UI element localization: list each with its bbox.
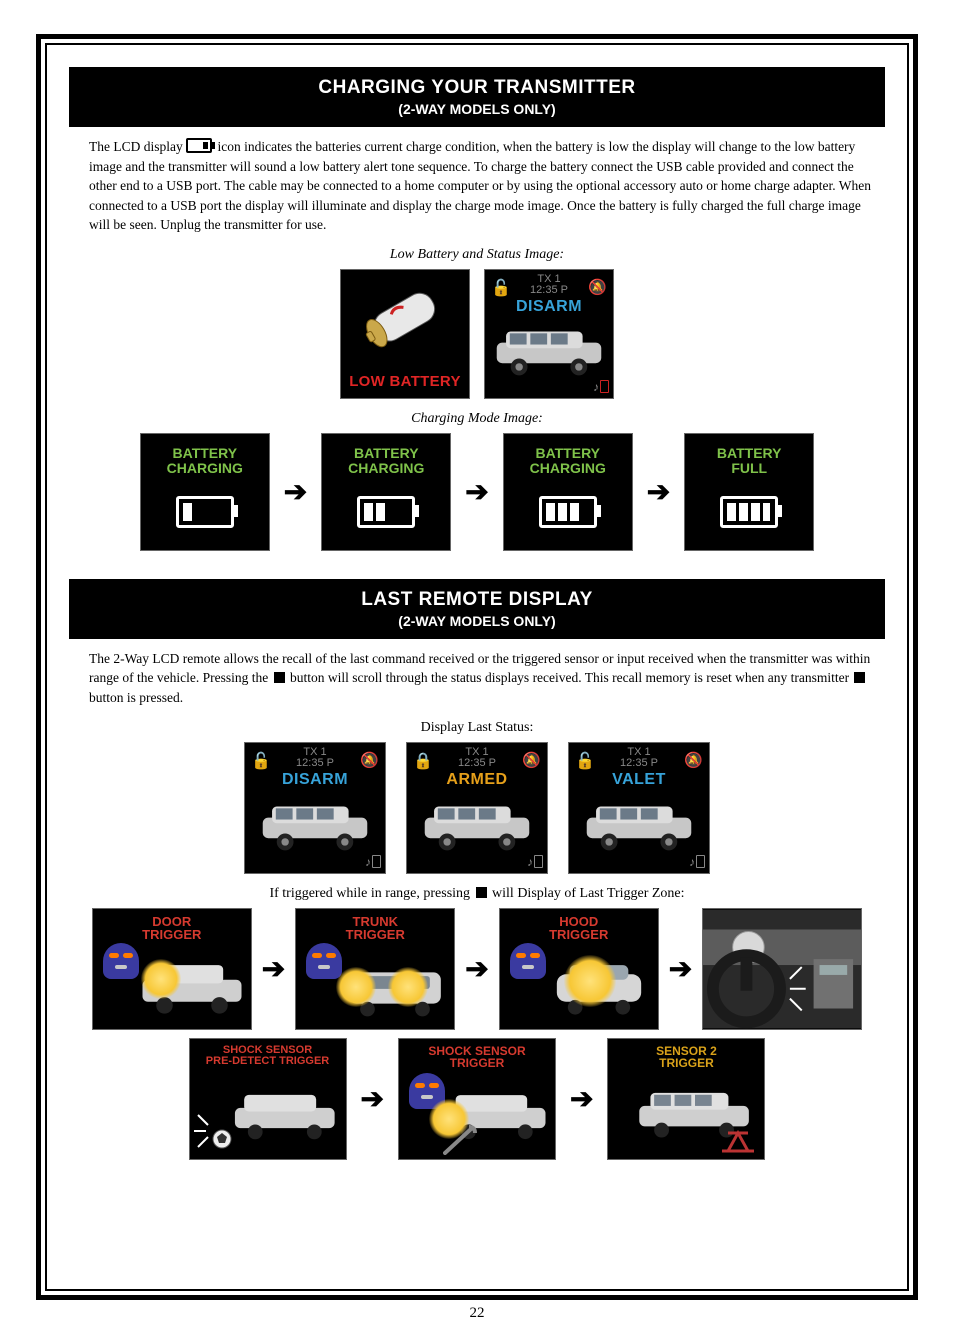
trigger-caption: If triggered while in range, pressing wi… — [69, 886, 885, 902]
dashboard-image — [703, 909, 861, 1029]
tile-charging-3: BATTERY CHARGING — [503, 433, 633, 551]
tile-charging-2: BATTERY CHARGING — [321, 433, 451, 551]
section-title: LAST REMOTE DISPLAY — [75, 589, 879, 611]
lrd-p2: button will scroll through the status di… — [290, 670, 853, 685]
intruder-icon — [510, 943, 546, 979]
vehicle-image — [493, 324, 605, 380]
lowbatt-row: LOW BATTERY 🔓 TX 1 12:35 P 🔕 DISARM — [69, 269, 885, 399]
tile-trunk-trigger: TRUNK TRIGGER — [295, 908, 455, 1030]
tile-status-disarm: 🔓 TX 112:35 P 🔕 DISARM ♪ — [244, 742, 386, 874]
charging-row: BATTERY CHARGING ➔ BATTERY CHARGING ➔ BA… — [69, 433, 885, 551]
chg-label: BATTERY CHARGING — [141, 446, 269, 477]
arrow-icon: ➔ — [669, 955, 692, 983]
mute-icon: 🔕 — [360, 751, 379, 769]
vehicle-image — [222, 1085, 342, 1151]
battery-level-icon — [720, 496, 778, 528]
tile-hood-trigger: HOOD TRIGGER — [499, 908, 659, 1030]
tile-low-battery: LOW BATTERY — [340, 269, 470, 399]
crowbar-icon — [443, 1125, 477, 1155]
status-word: VALET — [569, 771, 709, 789]
section-bar-charging: CHARGING YOUR TRANSMITTER (2-WAY MODELS … — [69, 67, 885, 127]
button-glyph — [274, 672, 285, 683]
arrow-icon: ➔ — [647, 478, 670, 506]
status-caption: Display Last Status: — [69, 720, 885, 736]
arrow-icon: ➔ — [361, 1085, 384, 1113]
arrow-icon: ➔ — [465, 478, 488, 506]
vehicle-image — [253, 799, 377, 855]
status-word: DISARM — [245, 771, 385, 789]
mute-icon: 🔕 — [684, 751, 703, 769]
status-row: 🔓 TX 112:35 P 🔕 DISARM ♪ 🔒 TX 112:35 P 🔕… — [69, 742, 885, 874]
tile-footer-icons: ♪ — [527, 855, 543, 869]
page-number: 22 — [0, 1305, 954, 1322]
flash-icon — [388, 967, 428, 1007]
charging-caption: Charging Mode Image: — [69, 411, 885, 427]
tile-status-armed: 🔒 TX 112:35 P 🔕 ARMED ♪ — [406, 742, 548, 874]
jack-icon — [718, 1125, 758, 1155]
tile-shock-predetect: SHOCK SENSOR PRE-DETECT TRIGGER — [189, 1038, 347, 1160]
trig-label: SHOCK SENSOR PRE-DETECT TRIGGER — [190, 1045, 346, 1068]
trig-label: SHOCK SENSOR TRIGGER — [399, 1045, 555, 1070]
page-content: CHARGING YOUR TRANSMITTER (2-WAY MODELS … — [51, 49, 903, 1285]
trig-label: HOOD TRIGGER — [500, 915, 658, 942]
mute-icon: 🔕 — [588, 278, 607, 296]
page-border: CHARGING YOUR TRANSMITTER (2-WAY MODELS … — [36, 34, 918, 1300]
vehicle-image — [577, 799, 701, 855]
section-subtitle: (2-WAY MODELS ONLY) — [75, 101, 879, 117]
lowbatt-caption: Low Battery and Status Image: — [69, 247, 885, 263]
status-word: DISARM — [485, 298, 613, 316]
flash-icon — [336, 967, 376, 1007]
section-subtitle: (2-WAY MODELS ONLY) — [75, 613, 879, 629]
flash-icon — [564, 955, 616, 1007]
page: CHARGING YOUR TRANSMITTER (2-WAY MODELS … — [0, 0, 954, 1336]
button-glyph — [476, 887, 487, 898]
arrow-icon: ➔ — [284, 478, 307, 506]
mute-icon: 🔕 — [522, 751, 541, 769]
button-glyph — [854, 672, 865, 683]
trigger-row-1: DOOR TRIGGER ➔ TRUNK TRIGGER ➔ HOOD TRIG… — [69, 908, 885, 1030]
tile-footer-icons: ♪ — [365, 855, 381, 869]
battery-level-icon — [357, 496, 415, 528]
chg-label: BATTERY FULL — [685, 446, 813, 477]
tile-charging-1: BATTERY CHARGING — [140, 433, 270, 551]
trig-label: DOOR TRIGGER — [93, 915, 251, 942]
tile-status-valet: 🔓 TX 112:35 P 🔕 VALET ♪ — [568, 742, 710, 874]
intruder-icon — [103, 943, 139, 979]
charging-paragraph: The LCD display icon indicates the batte… — [89, 137, 871, 235]
arrow-icon: ➔ — [570, 1085, 593, 1113]
status-word: ARMED — [407, 771, 547, 789]
tile-status-disarm: 🔓 TX 1 12:35 P 🔕 DISARM — [484, 269, 614, 399]
tile-sensor2-trigger: SENSOR 2 TRIGGER — [607, 1038, 765, 1160]
tile-footer-icons: ♪ — [593, 380, 609, 394]
battery-3d-icon — [353, 278, 457, 358]
tile-shock-trigger: SHOCK SENSOR TRIGGER — [398, 1038, 556, 1160]
lrd-paragraph: The 2-Way LCD remote allows the recall o… — [89, 649, 871, 708]
flash-icon — [141, 959, 181, 999]
intruder-icon — [306, 943, 342, 979]
chg-label: BATTERY CHARGING — [322, 446, 450, 477]
impact-icon — [192, 1109, 238, 1155]
tile-ign-trigger: IGN TRIGGER — [702, 908, 862, 1030]
section-title: CHARGING YOUR TRANSMITTER — [75, 77, 879, 99]
battery-icon — [186, 138, 212, 153]
vehicle-image — [415, 799, 539, 855]
tile-footer-icons: ♪ — [689, 855, 705, 869]
section-bar-lrd: LAST REMOTE DISPLAY (2-WAY MODELS ONLY) — [69, 579, 885, 639]
arrow-icon: ➔ — [465, 955, 488, 983]
trig-label: TRUNK TRIGGER — [296, 915, 454, 942]
trig-label: SENSOR 2 TRIGGER — [608, 1045, 764, 1070]
lrd-p3: button is pressed. — [89, 690, 183, 705]
chg-label: BATTERY CHARGING — [504, 446, 632, 477]
arrow-icon: ➔ — [262, 955, 285, 983]
battery-level-icon — [176, 496, 234, 528]
battery-level-icon — [539, 496, 597, 528]
p1-pre: The LCD display — [89, 139, 186, 154]
low-battery-label: LOW BATTERY — [341, 373, 469, 390]
trigger-row-2: SHOCK SENSOR PRE-DETECT TRIGGER ➔ SHOCK … — [69, 1038, 885, 1160]
tile-charging-full: BATTERY FULL — [684, 433, 814, 551]
tile-door-trigger: DOOR TRIGGER — [92, 908, 252, 1030]
